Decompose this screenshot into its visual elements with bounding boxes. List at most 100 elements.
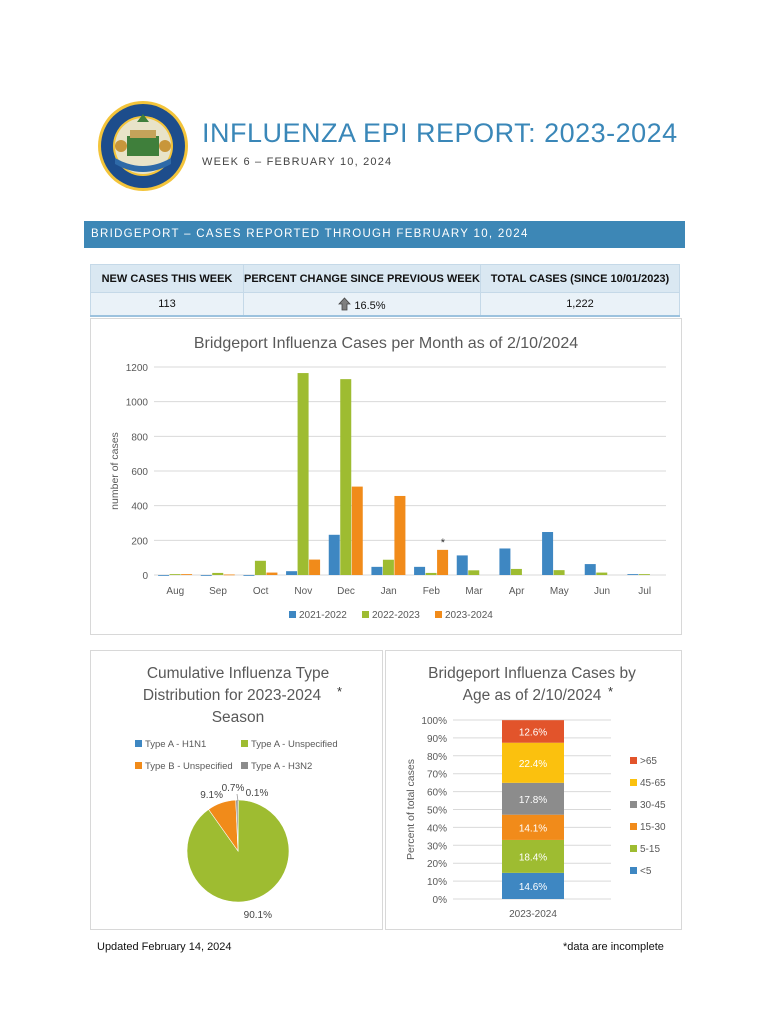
- bar-2022-2023-Sep: [212, 572, 224, 575]
- pie-legend-swatch: [241, 740, 248, 747]
- bar-2022-2023-Dec: [340, 379, 352, 575]
- y-tick-label: 800: [131, 432, 148, 443]
- bar-2023-2024-Nov: [309, 559, 321, 575]
- bar-2021-2022-Feb: [414, 566, 426, 575]
- bar-2021-2022-Mar: [456, 555, 468, 575]
- legend-label-2021-2022: 2021-2022: [299, 610, 347, 621]
- state-seal-logo: [98, 101, 188, 191]
- y-tick-label: 10%: [427, 877, 447, 888]
- bar-2021-2022-Apr: [499, 548, 511, 575]
- report-subtitle: WEEK 6 – FEBRUARY 10, 2024: [202, 156, 393, 168]
- age-distribution-chart-panel: Bridgeport Influenza Cases by Age as of 2…: [385, 650, 682, 930]
- y-tick-label: 1200: [126, 363, 149, 374]
- y-tick-label: 40%: [427, 823, 447, 834]
- stack-title-line-1: Bridgeport Influenza Cases by: [428, 665, 636, 682]
- y-axis-label: Percent of total cases: [405, 759, 417, 860]
- x-tick-label: Aug: [166, 586, 184, 597]
- bar-2023-2024-Dec: [351, 486, 363, 575]
- bar-2022-2023-Mar: [468, 570, 480, 575]
- x-tick-label: Feb: [423, 586, 441, 597]
- table-row: 113 16.5% 1,222: [90, 292, 681, 317]
- new-cases-value: 113: [90, 292, 244, 317]
- stack-legend-label: 15-30: [640, 822, 666, 833]
- pie-legend-label: Type A - H1N1: [145, 739, 206, 750]
- bar-2023-2024-Oct: [266, 572, 278, 575]
- stack-legend-label: 30-45: [640, 800, 666, 811]
- header-new-cases: NEW CASES THIS WEEK: [90, 264, 244, 293]
- chart-title: Bridgeport Influenza Cases per Month as …: [194, 335, 578, 352]
- type-distribution-chart: Cumulative Influenza Type Distribution fo…: [135, 665, 342, 921]
- bar-2021-2022-Jul: [627, 574, 639, 575]
- pie-data-label: 9.1%: [200, 790, 223, 801]
- pie-data-label: 0.1%: [246, 788, 269, 799]
- stack-data-label: 17.8%: [519, 795, 547, 806]
- stack-legend-label: >65: [640, 756, 657, 767]
- stack-segment-5-15: [502, 839, 564, 873]
- incomplete-marker: *: [441, 537, 446, 549]
- y-axis-label: number of cases: [109, 432, 121, 510]
- bar-2022-2023-Aug: [169, 574, 181, 575]
- pie-title-line-3: Season: [212, 709, 265, 726]
- legend-swatch-2021-2022: [289, 611, 296, 618]
- stack-segment-45-65: [502, 742, 564, 783]
- x-tick-label: Jul: [638, 586, 651, 597]
- pie-legend-label: Type B - Unspecified: [145, 761, 233, 772]
- y-tick-label: 0%: [433, 895, 448, 906]
- stack-data-label: 12.6%: [519, 727, 547, 738]
- y-tick-label: 1000: [126, 398, 149, 409]
- x-tick-label: Jan: [381, 586, 397, 597]
- y-tick-label: 200: [131, 536, 148, 547]
- percent-change-value: 16.5%: [354, 299, 386, 312]
- pie-legend-label: Type A - H3N2: [251, 761, 312, 772]
- y-tick-label: 100%: [421, 716, 447, 727]
- y-tick-label: 20%: [427, 859, 447, 870]
- y-tick-label: 0: [142, 571, 148, 582]
- bar-2022-2023-Jan: [382, 559, 394, 575]
- monthly-cases-chart-panel: Bridgeport Influenza Cases per Month as …: [90, 318, 682, 635]
- section-banner: BRIDGEPORT – CASES REPORTED THROUGH FEBR…: [84, 221, 685, 248]
- bar-2021-2022-Jan: [371, 566, 383, 575]
- bar-2021-2022-Aug: [158, 575, 170, 576]
- bar-2023-2024-Feb: [437, 549, 449, 575]
- bar-2022-2023-Oct: [254, 560, 266, 575]
- bar-2021-2022-Sep: [200, 575, 212, 576]
- stack-data-label: 14.1%: [519, 823, 547, 834]
- stack-segment-<5: [502, 872, 564, 899]
- pie-title-mark: *: [337, 684, 342, 699]
- bar-2022-2023-Jul: [638, 574, 650, 575]
- pie-legend-swatch: [241, 762, 248, 769]
- header-total-cases: TOTAL CASES (SINCE 10/01/2023): [479, 264, 681, 293]
- y-tick-label: 80%: [427, 752, 447, 763]
- y-tick-label: 90%: [427, 734, 447, 745]
- x-tick-label: Dec: [337, 586, 355, 597]
- bar-2021-2022-Nov: [286, 571, 298, 575]
- stack-legend-swatch: [630, 845, 637, 852]
- pie-legend-swatch: [135, 762, 142, 769]
- total-cases-value: 1,222: [479, 292, 681, 317]
- y-tick-label: 70%: [427, 770, 447, 781]
- incomplete-data-note: *data are incomplete: [563, 941, 664, 953]
- x-tick-label: Nov: [294, 586, 312, 597]
- bar-2021-2022-May: [542, 532, 554, 575]
- pie-legend-swatch: [135, 740, 142, 747]
- bar-2021-2022-Oct: [243, 575, 255, 576]
- stack-legend-swatch: [630, 779, 637, 786]
- bar-2022-2023-Nov: [297, 373, 309, 575]
- stack-legend-label: <5: [640, 866, 652, 877]
- stack-title-line-2: Age as of 2/10/2024: [463, 687, 602, 704]
- y-tick-label: 30%: [427, 841, 447, 852]
- y-tick-label: 60%: [427, 788, 447, 799]
- stack-legend-swatch: [630, 801, 637, 808]
- x-tick-label: Mar: [465, 586, 483, 597]
- pie-leader-line: [236, 793, 239, 802]
- stack-legend-swatch: [630, 823, 637, 830]
- bar-2022-2023-Jun: [596, 572, 608, 575]
- stack-data-label: 14.6%: [519, 882, 547, 893]
- stack-legend-label: 45-65: [640, 778, 666, 789]
- bar-2022-2023-May: [553, 570, 565, 575]
- stack-legend-label: 5-15: [640, 844, 660, 855]
- stack-segment-15-30: [502, 814, 564, 840]
- bar-2023-2024-Jan: [394, 495, 406, 575]
- legend-swatch-2023-2024: [435, 611, 442, 618]
- pie-title-line-1: Cumulative Influenza Type: [147, 665, 329, 682]
